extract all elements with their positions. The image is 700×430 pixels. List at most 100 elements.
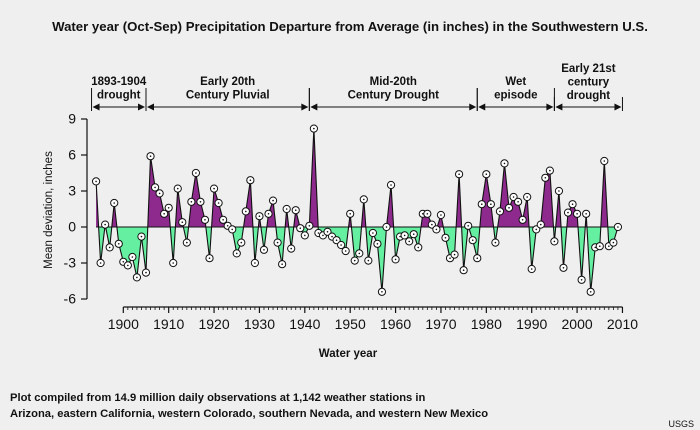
source-credit: USGS xyxy=(668,419,694,429)
y-tick-label--3: -3 xyxy=(64,255,77,271)
data-point-center-1962 xyxy=(403,234,406,237)
x-tick-label-1980: 1980 xyxy=(471,316,502,332)
data-point-center-1999 xyxy=(571,203,574,205)
data-point-center-1948 xyxy=(340,244,342,246)
data-point-center-1945 xyxy=(326,231,329,233)
plot-area xyxy=(91,124,623,296)
data-point-center-1922 xyxy=(222,219,224,221)
data-point-center-2008 xyxy=(612,241,615,244)
data-point-center-1894 xyxy=(95,180,97,183)
data-point-center-1984 xyxy=(503,162,506,165)
period-label-4-line-1: century xyxy=(568,77,610,89)
data-point-center-1920 xyxy=(213,187,215,190)
data-point-center-1944 xyxy=(322,234,324,237)
y-tick-label-3: 3 xyxy=(68,183,76,199)
data-point-center-1986 xyxy=(512,196,515,198)
data-point-center-2006 xyxy=(603,160,606,162)
data-point-center-1970 xyxy=(440,214,442,216)
data-point-center-1902 xyxy=(131,256,134,258)
data-point-center-1904 xyxy=(140,235,143,238)
data-point-center-1994 xyxy=(549,169,551,172)
data-point-center-1977 xyxy=(471,239,474,241)
data-point-center-2007 xyxy=(608,245,610,247)
period-arrow-right-3 xyxy=(546,103,554,111)
data-point-center-1941 xyxy=(308,225,311,227)
data-point-center-1912 xyxy=(176,187,179,190)
data-point-center-1903 xyxy=(136,276,138,279)
period-label-3-line-0: Wet xyxy=(505,76,526,88)
data-point-center-1919 xyxy=(208,257,211,260)
data-point-center-1930 xyxy=(258,215,261,217)
data-point-center-1993 xyxy=(544,177,547,179)
period-label-2-line-0: Mid-20th xyxy=(370,76,417,88)
data-point-center-2003 xyxy=(589,291,592,293)
data-point-center-1915 xyxy=(190,201,193,203)
period-label-2-line-1: Century Drought xyxy=(348,90,440,102)
data-point-center-1897 xyxy=(108,246,111,249)
data-point-center-1968 xyxy=(431,223,433,226)
data-point-center-1921 xyxy=(217,202,220,204)
data-point-center-1983 xyxy=(499,210,501,213)
data-point-center-1937 xyxy=(290,247,293,250)
data-point-center-1954 xyxy=(367,259,370,262)
data-point-center-1916 xyxy=(195,172,197,174)
data-point-center-1929 xyxy=(254,262,256,264)
data-point-center-1973 xyxy=(453,253,456,256)
data-point-center-1907 xyxy=(154,186,156,189)
data-point-center-1934 xyxy=(276,241,279,244)
data-point-center-1947 xyxy=(335,239,338,241)
x-tick-label-1970: 1970 xyxy=(425,316,456,332)
data-point-center-1926 xyxy=(240,241,243,244)
data-point-center-1910 xyxy=(167,207,170,209)
y-axis-label: Mean deviation, inches xyxy=(43,151,55,269)
period-label-1-line-0: Early 20th xyxy=(200,76,255,88)
data-point-center-1908 xyxy=(158,192,161,195)
data-point-center-1964 xyxy=(412,233,415,235)
x-tick-label-1910: 1910 xyxy=(153,316,184,332)
data-point-center-1963 xyxy=(408,240,410,243)
x-tick-label-1900: 1900 xyxy=(108,316,139,332)
chart-title: Water year (Oct-Sep) Precipitation Depar… xyxy=(52,19,648,34)
axes: -6 -3 0 3 6 9 1900 1910 1920 1930 1940 1950 1960 1970… xyxy=(64,111,639,333)
data-point-center-1981 xyxy=(490,203,492,205)
period-arrow-right-0 xyxy=(137,103,145,111)
data-point-center-1928 xyxy=(249,179,252,181)
data-point-center-1988 xyxy=(521,219,524,221)
data-point-center-1924 xyxy=(231,228,234,231)
period-label-4-line-2: drought xyxy=(567,90,611,102)
x-axis-label: Water year xyxy=(319,348,378,360)
x-tick-label-1960: 1960 xyxy=(380,316,411,332)
data-point-center-1987 xyxy=(517,201,519,203)
period-arrow-left-3 xyxy=(478,103,486,111)
y-tick-label-9: 9 xyxy=(68,111,76,127)
period-label-0-line-1: drought xyxy=(97,90,141,102)
data-point-center-1960 xyxy=(394,258,397,261)
period-arrow-right-2 xyxy=(469,103,477,111)
data-point-center-1967 xyxy=(426,213,429,215)
period-arrow-left-4 xyxy=(555,103,563,111)
period-label-1-line-1: Century Pluvial xyxy=(186,90,270,102)
data-point-center-2000 xyxy=(576,213,578,215)
period-label-0-line-0: 1893-1904 xyxy=(91,76,147,88)
data-point-center-2002 xyxy=(585,213,587,215)
data-point-center-1918 xyxy=(204,219,206,221)
data-point-center-1995 xyxy=(553,240,556,243)
x-tick-label-1990: 1990 xyxy=(516,316,547,332)
data-point-center-1997 xyxy=(562,267,565,269)
x-tick-label-2010: 2010 xyxy=(607,316,638,332)
data-point-center-2009 xyxy=(617,226,619,228)
footnote-line-1: Plot compiled from 14.9 million daily ob… xyxy=(10,392,425,404)
data-point-center-2004 xyxy=(594,246,597,249)
data-point-center-1914 xyxy=(186,241,188,244)
footnote-line-2: Arizona, eastern California, western Col… xyxy=(10,408,488,420)
x-tick-label-1950: 1950 xyxy=(335,316,366,332)
data-point-center-1938 xyxy=(294,209,297,211)
data-point-center-1979 xyxy=(480,203,483,205)
data-point-center-1942 xyxy=(313,127,315,130)
data-point-center-1925 xyxy=(235,252,238,255)
data-point-center-1940 xyxy=(304,234,306,237)
data-point-center-1899 xyxy=(117,243,120,245)
data-point-center-1989 xyxy=(526,196,528,198)
x-tick-label-2000: 2000 xyxy=(562,316,593,332)
data-point-center-1931 xyxy=(263,249,265,251)
